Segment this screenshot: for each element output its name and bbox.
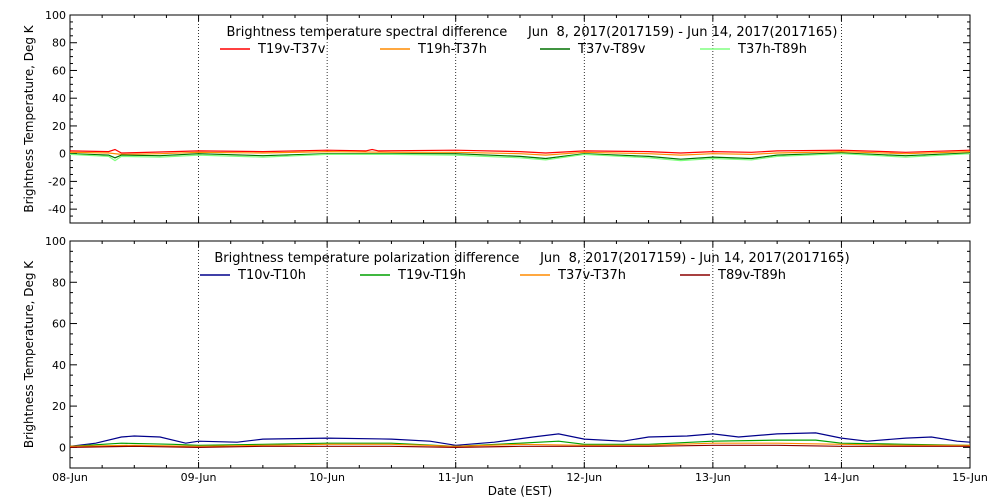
series-line bbox=[69, 152, 971, 160]
x-tick-label: 09-Jun bbox=[181, 471, 217, 484]
x-tick-label: 13-Jun bbox=[695, 471, 731, 484]
series-line bbox=[69, 150, 971, 156]
y-tick-label: 100 bbox=[45, 9, 66, 22]
chart-title: Brightness temperature spectral differen… bbox=[226, 25, 837, 40]
y-tick-label: 80 bbox=[52, 37, 66, 50]
chart-title: Brightness temperature polarization diff… bbox=[214, 251, 849, 266]
legend-label: T10v-T10h bbox=[237, 268, 306, 283]
legend-label: T37h-T89h bbox=[737, 42, 807, 57]
legend-label: T37v-T37h bbox=[557, 268, 626, 283]
x-tick-label: 14-Jun bbox=[824, 471, 860, 484]
legend-label: T19v-T37v bbox=[257, 42, 326, 57]
y-axis-label: Brightness Temperature, Deg K bbox=[22, 260, 36, 448]
y-tick-label: 60 bbox=[52, 318, 66, 331]
y-tick-label: 80 bbox=[52, 276, 66, 289]
y-tick-label: 0 bbox=[59, 441, 66, 454]
y-tick-label: 40 bbox=[52, 359, 66, 372]
y-tick-label: 60 bbox=[52, 64, 66, 77]
series-line bbox=[69, 444, 970, 449]
legend-label: T89v-T89h bbox=[717, 268, 786, 283]
y-tick-label: 40 bbox=[52, 92, 66, 105]
spectral-difference-panel: -40 -20 0 20 40 60 80 100 Brightness Temperature… bbox=[22, 9, 971, 224]
y-tick-label: -40 bbox=[48, 203, 66, 216]
y-tick-label: 20 bbox=[52, 400, 66, 413]
legend-label: T19h-T37h bbox=[417, 42, 487, 57]
series-line bbox=[69, 439, 971, 447]
series-line bbox=[69, 442, 970, 447]
y-tick-label: 0 bbox=[59, 148, 66, 161]
x-tick-label: 10-Jun bbox=[309, 471, 345, 484]
legend-label: T19v-T19h bbox=[397, 268, 466, 283]
series-line bbox=[69, 148, 971, 154]
x-axis-label: Date (EST) bbox=[488, 484, 552, 498]
x-tick-label: 08-Jun bbox=[52, 471, 88, 484]
legend-label: T37v-T89v bbox=[577, 42, 646, 57]
series-line bbox=[69, 153, 971, 162]
x-tick-label: 15-Jun bbox=[952, 471, 988, 484]
y-axis-label: Brightness Temperature, Deg K bbox=[22, 24, 36, 212]
y-tick-label: 20 bbox=[52, 120, 66, 133]
x-tick-label: 12-Jun bbox=[566, 471, 602, 484]
x-tick-label: 11-Jun bbox=[438, 471, 474, 484]
series-line bbox=[69, 432, 971, 447]
polarization-difference-panel: 08-Jun 09-Jun 10-Jun 11-Jun 12-Jun 13-Jun 14-J… bbox=[22, 235, 988, 484]
y-tick-label: 100 bbox=[45, 235, 66, 248]
y-tick-label: -20 bbox=[48, 175, 66, 188]
plot-frame bbox=[69, 14, 971, 224]
